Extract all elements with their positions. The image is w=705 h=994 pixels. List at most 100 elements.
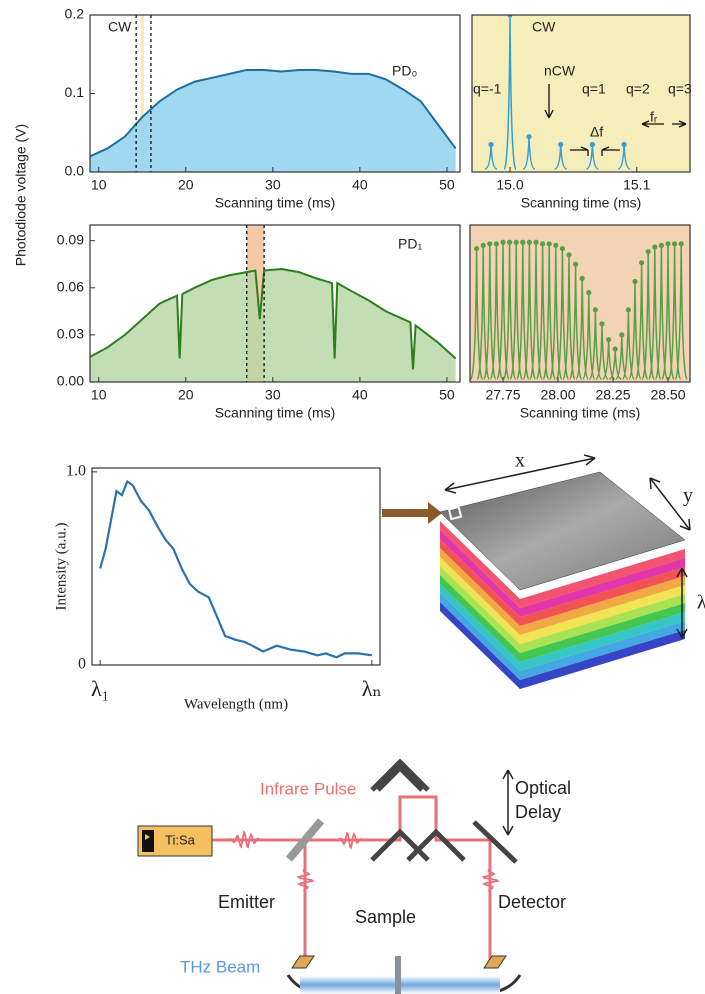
annotation-arrow <box>570 146 589 156</box>
plot-frame <box>91 467 381 666</box>
x-tick-label: 40 <box>352 387 368 403</box>
peak-dot <box>526 134 532 140</box>
peak-dot <box>488 141 494 148</box>
y-tick-label: 0.09 <box>57 231 84 247</box>
peak-dot <box>652 244 658 250</box>
x-tick-label: 20 <box>178 177 194 193</box>
line <box>99 479 373 659</box>
peak-dot <box>513 239 519 245</box>
delay-label: Delay <box>515 802 561 822</box>
peak-dot <box>579 275 585 281</box>
annotation: q=3 <box>668 81 692 97</box>
plot-area <box>90 267 457 382</box>
peak-dot <box>526 239 533 245</box>
peak-dot <box>672 241 678 247</box>
x-tick-label: 28.50 <box>650 387 685 403</box>
peak-dot <box>606 337 612 343</box>
x-axis-label: Scanning time (ms) <box>520 405 641 421</box>
plot-area <box>484 15 631 170</box>
peak-dot <box>625 307 632 313</box>
peak-dot <box>566 252 572 258</box>
cube-layer <box>440 575 685 662</box>
plot-frame <box>469 224 691 383</box>
x-tick-label: 15.0 <box>496 177 523 193</box>
y-tick-label: 0.2 <box>65 6 85 22</box>
x-tick-label: 20 <box>178 387 194 403</box>
peak-dot <box>573 261 579 267</box>
y-tick-label: 0.03 <box>57 326 84 342</box>
peak-dot <box>487 241 493 247</box>
hyperspectral-cube: x y λ <box>439 450 705 689</box>
x-tick-label: 28.25 <box>595 387 630 403</box>
x-tick-label: 15.1 <box>623 177 650 193</box>
cube-layer <box>440 584 685 671</box>
plot-area <box>99 479 373 659</box>
beam-label: THz Beam <box>180 957 260 976</box>
cube-x-label: x <box>515 450 525 472</box>
peak-dot <box>500 239 506 245</box>
cube-layer <box>440 521 685 608</box>
peak-dot <box>546 241 552 247</box>
peak-dot <box>558 141 564 148</box>
y-axis-label: Photodiode voltage (V) <box>13 124 29 266</box>
peak-dot <box>553 242 559 249</box>
x-axis-label: Scanning time (ms) <box>521 195 642 211</box>
peak-dot <box>520 239 526 245</box>
plot-area <box>90 68 457 172</box>
y-tick-label: 0.06 <box>57 279 84 295</box>
arrow <box>382 502 442 524</box>
plot-frame <box>471 14 691 173</box>
peak-dot <box>480 242 486 249</box>
annotation: CW <box>532 19 556 35</box>
y-tick-label: 1.0 <box>66 463 86 480</box>
cube-lambda-label: λ <box>697 592 705 614</box>
line <box>90 267 457 370</box>
plot-area <box>470 239 688 380</box>
cube-y-label: y <box>683 485 693 507</box>
pulse-label: Infrare Pulse <box>260 779 356 798</box>
area <box>90 268 456 382</box>
x-tick-label: 40 <box>352 177 368 193</box>
x-axis-label: Scanning time (ms) <box>215 195 336 211</box>
cube-layer <box>440 548 685 635</box>
x-tick-label: 28.00 <box>540 387 575 403</box>
peak-dot <box>592 307 599 313</box>
y-axis-label: Intensity (a.u.) <box>53 523 69 611</box>
annotation: q=-1 <box>473 81 502 97</box>
peak-dot <box>599 321 605 327</box>
annotation: fᵣ <box>650 109 658 125</box>
detector-label: Detector <box>498 892 566 912</box>
annotation: PD₀ <box>392 63 417 79</box>
x-tick-label: 10 <box>91 387 107 403</box>
y-tick-label: 0.1 <box>65 84 85 100</box>
sample-label: Sample <box>355 907 416 927</box>
line <box>90 68 457 158</box>
peak-dot <box>540 241 546 247</box>
delay-label: Optical <box>515 778 571 798</box>
cube-layer <box>440 566 685 653</box>
plot-frame <box>89 224 461 383</box>
x-tick-label: λₙ <box>362 676 382 701</box>
cube-layer <box>440 602 685 689</box>
annotation: PD₁ <box>398 236 422 252</box>
plot-background <box>472 15 690 172</box>
peak-dot <box>533 239 539 245</box>
peak-dot <box>665 241 671 247</box>
annotation: Δf <box>590 124 603 140</box>
peak-dot <box>619 332 625 338</box>
annotation: q=1 <box>582 81 606 97</box>
peak-dot <box>621 141 627 148</box>
laser-label: Ti:Sa <box>165 832 196 847</box>
x-axis-label: Wavelength (nm) <box>184 696 288 712</box>
peak-dot <box>589 141 596 148</box>
annotation: q=2 <box>626 81 650 97</box>
thz-setup: Ti:Sa Infrare Pulse Optical Delay Emitte… <box>137 758 571 994</box>
cube-layer <box>440 557 685 644</box>
x-tick-label: 30 <box>265 387 281 403</box>
peak <box>503 15 517 170</box>
y-tick-label: 0.0 <box>65 163 85 179</box>
cube-layer <box>440 593 685 680</box>
x-axis-label: Scanning time (ms) <box>215 405 336 421</box>
x-tick-label: 30 <box>265 177 281 193</box>
